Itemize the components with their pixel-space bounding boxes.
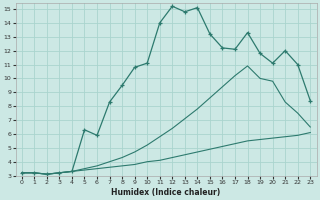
X-axis label: Humidex (Indice chaleur): Humidex (Indice chaleur) [111, 188, 221, 197]
